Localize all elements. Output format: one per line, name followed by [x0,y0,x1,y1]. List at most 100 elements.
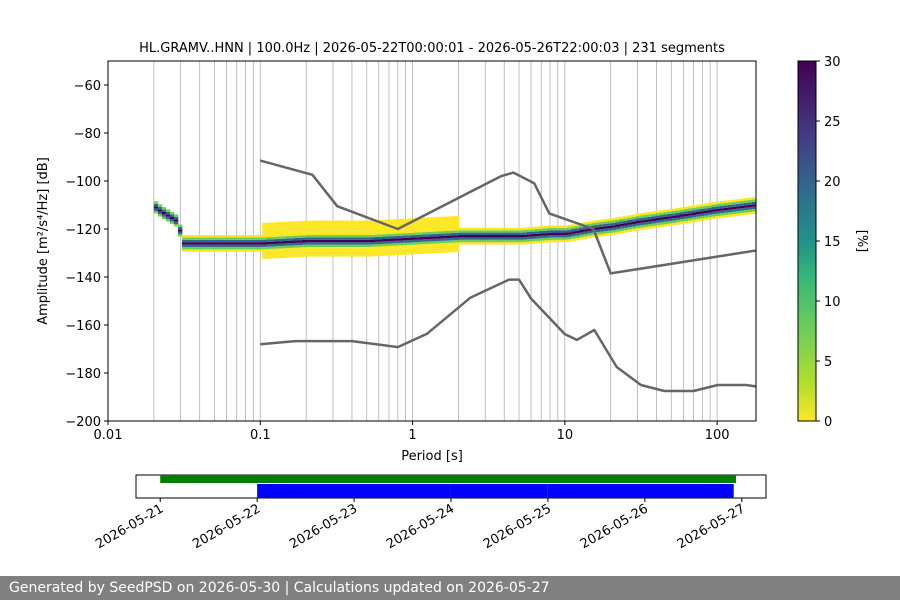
psd-cell [181,235,187,238]
psd-cell [286,252,291,256]
psd-cell [338,220,343,223]
psd-cell [426,231,432,235]
psd-cell [426,227,432,230]
psd-cell [406,242,412,245]
colorbar-tick-label: 30 [824,55,841,70]
psd-cell [266,256,271,259]
psd-cell [181,249,187,252]
psd-cell [157,209,163,212]
psd-cell [302,235,307,238]
psd-cell [683,209,689,212]
psd-cell [503,232,508,235]
psd-cell [274,251,279,254]
psd-cell [230,249,235,252]
psd-cell [350,239,355,243]
psd-cell [161,209,167,212]
psd-cell [334,227,339,231]
psd-cell [374,222,380,225]
psd-cell [627,217,632,220]
psd-cell [442,247,448,251]
psd-cell [410,223,416,226]
psd-cell [157,206,163,210]
psd-cell [294,247,299,251]
psd-cell [719,205,725,209]
psd-cell [623,225,628,228]
psd-cell [438,245,444,249]
psd-cell [699,211,705,214]
psd-cell [438,240,444,244]
psd-cell [446,245,452,248]
psd-cell [555,227,560,231]
psd-cell [326,247,331,250]
psd-cell [222,235,227,238]
psd-cell [290,243,295,246]
psd-cell [651,216,657,219]
psd-cell [382,229,388,232]
psd-cell [246,235,251,238]
psd-cell [675,207,681,211]
psd-cell [193,244,199,247]
psd-cell [342,249,347,252]
psd-cell [751,211,756,214]
psd-cell [302,230,307,233]
psd-cell [422,234,428,237]
psd-cell [378,253,384,256]
psd-cell [310,235,315,238]
psd-cell [519,227,524,231]
psd-cell [671,220,677,223]
psd-cell [302,244,307,248]
psd-cell [222,247,227,250]
psd-cell [330,223,335,226]
psd-cell [450,220,456,224]
psd-cell [346,251,351,255]
psd-cell [169,214,175,217]
psd-cell [727,209,733,213]
data-availability-timeline: 2026-05-21 2026-05-22 2026-05-23 2026-05-24… [93,474,767,552]
psd-cell [739,205,745,209]
psd-cell [157,211,163,215]
psd-cell [643,214,649,218]
psd-cell [422,251,428,254]
psd-cell [322,242,327,245]
psd-cell [318,227,323,231]
psd-cell [511,230,516,233]
psd-cell [671,213,677,216]
psd-cell [318,242,323,245]
psd-cell [450,223,456,226]
psd-cell [595,229,600,233]
psd-cell [382,253,388,256]
psd-cell [735,208,741,212]
psd-cell [234,235,239,238]
psd-cell [515,235,520,238]
psd-cell [362,247,368,250]
psd-cell [434,217,440,220]
psd-cell [583,222,588,225]
psd-cell [647,226,653,229]
psd-cell [318,220,323,223]
psd-cell [386,221,392,225]
psd-cell [326,223,331,226]
psd-cell [242,247,247,250]
psd-cell [254,249,259,252]
psd-cell [487,230,492,233]
psd-cell [270,256,275,259]
psd-cell [655,210,661,214]
psd-cell [466,235,472,238]
psd-cell [551,239,556,243]
psd-cell [370,253,376,257]
psd-cell [306,247,311,250]
psd-cell [258,247,263,250]
psd-cell [503,242,508,245]
psd-cell [250,235,255,238]
psd-cell [434,248,440,251]
psd-cell [611,230,616,233]
psd-cell [446,216,452,219]
psd-cell [406,237,412,241]
psd-cell [511,242,516,245]
psd-cell [599,231,604,235]
psd-cell [354,223,359,226]
psd-cell [719,215,725,218]
psd-cell [410,249,416,252]
psd-cell [491,242,496,245]
psd-cell [330,227,335,231]
